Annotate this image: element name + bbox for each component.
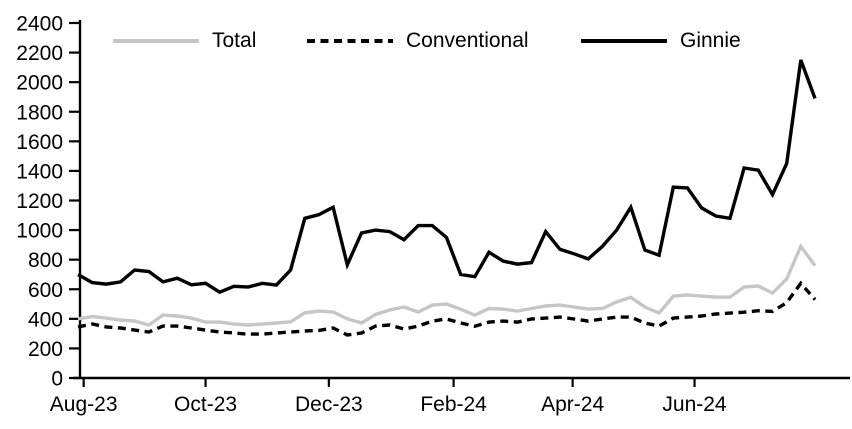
x-axis-ticks: Aug-23 Oct-23 Dec-23 Feb-24 Apr-24 Jun-24: [50, 378, 727, 416]
y-tick-label: 2000: [16, 72, 63, 95]
legend-item-ginnie: Ginnie: [581, 29, 741, 53]
y-axis-ticks: 0 200 400 600 800 1000 1200 1400 1600 1800 2000 220…: [16, 13, 80, 391]
conventional-series-line: [77, 280, 817, 337]
legend-label-conventional: Conventional: [406, 29, 529, 52]
y-tick-label: 1600: [16, 131, 63, 154]
legend-item-conventional: Conventional: [307, 29, 529, 53]
ginnie-line-swatch: [581, 39, 667, 43]
conventional-line-swatch: [307, 39, 393, 43]
ginnie-series-line: [77, 59, 817, 295]
x-tick-label: Apr-24: [541, 393, 604, 416]
y-tick-label: 1200: [16, 190, 63, 213]
x-tick-label: Aug-23: [50, 393, 118, 416]
y-tick-label: 1000: [16, 220, 63, 243]
legend-label-ginnie: Ginnie: [680, 29, 741, 52]
legend-item-total: Total: [113, 29, 256, 53]
y-tick-label: 800: [28, 249, 63, 272]
y-tick-label: 600: [28, 279, 63, 302]
y-tick-label: 2400: [16, 13, 63, 36]
y-tick-label: 400: [28, 308, 63, 331]
legend-label-total: Total: [212, 29, 257, 52]
y-tick-label: 0: [51, 368, 63, 391]
axes: [73, 20, 850, 380]
x-tick-label: Dec-23: [295, 393, 363, 416]
y-tick-label: 1800: [16, 101, 63, 124]
y-tick-label: 1400: [16, 160, 63, 183]
y-tick-label: 2200: [16, 42, 63, 65]
x-tick-label: Jun-24: [662, 393, 727, 416]
x-tick-label: Oct-23: [174, 393, 237, 416]
total-series-line: [77, 243, 817, 327]
y-tick-label: 200: [28, 338, 63, 361]
x-tick-label: Feb-24: [420, 393, 487, 416]
total-line-swatch: [113, 39, 199, 43]
